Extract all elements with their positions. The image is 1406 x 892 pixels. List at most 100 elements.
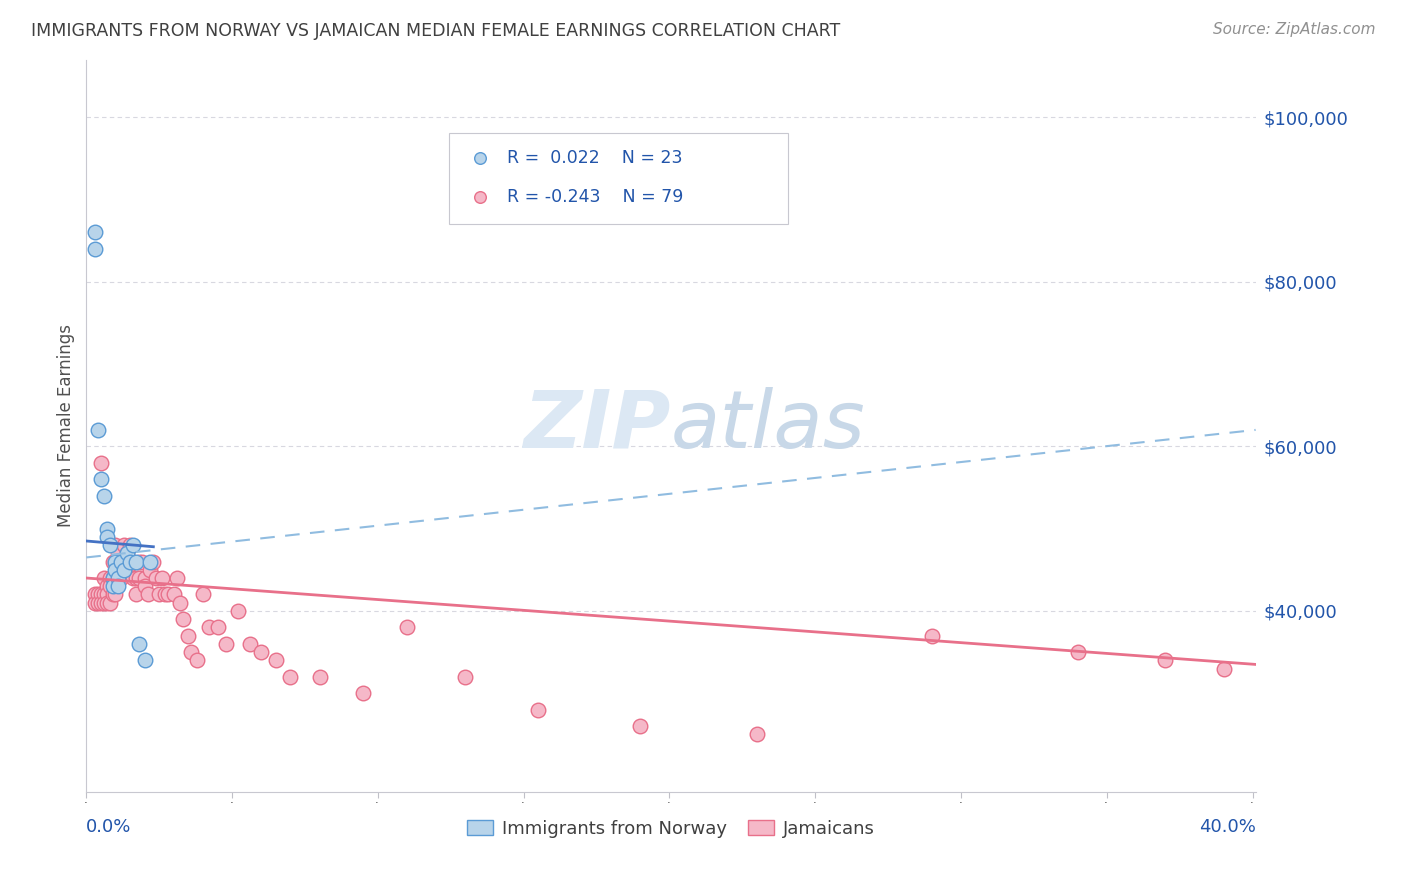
- Point: [150, 571, 173, 585]
- Point: [118, 538, 141, 552]
- Point: [166, 571, 188, 585]
- Point: [145, 571, 167, 585]
- Point: [93, 489, 115, 503]
- Point: [110, 563, 132, 577]
- Point: [352, 686, 374, 700]
- Point: [136, 587, 159, 601]
- Point: [139, 555, 162, 569]
- Point: [93, 587, 115, 601]
- Point: [131, 555, 153, 569]
- Point: [134, 571, 156, 585]
- Point: [1154, 653, 1177, 667]
- Point: [84, 587, 107, 601]
- Point: [104, 587, 127, 601]
- Point: [87, 587, 110, 601]
- Text: R =  0.022    N = 23: R = 0.022 N = 23: [508, 150, 683, 168]
- Point: [101, 571, 124, 585]
- Point: [180, 645, 202, 659]
- Point: [148, 587, 170, 601]
- Text: 40.0%: 40.0%: [1199, 818, 1256, 836]
- Point: [125, 571, 148, 585]
- Point: [156, 587, 179, 601]
- Text: ZIP: ZIP: [523, 387, 671, 465]
- Point: [107, 571, 129, 585]
- Point: [90, 456, 112, 470]
- Point: [125, 587, 148, 601]
- Point: [128, 637, 150, 651]
- Point: [169, 596, 191, 610]
- Point: [215, 637, 238, 651]
- Point: [207, 620, 229, 634]
- Point: [90, 587, 112, 601]
- Point: [84, 226, 107, 240]
- Point: [93, 571, 115, 585]
- Point: [125, 555, 148, 569]
- Text: atlas: atlas: [671, 387, 866, 465]
- Point: [98, 571, 121, 585]
- Point: [115, 563, 138, 577]
- Point: [122, 538, 145, 552]
- Point: [87, 423, 110, 437]
- Point: [96, 596, 118, 610]
- Point: [104, 538, 127, 552]
- Point: [107, 571, 129, 585]
- Point: [128, 571, 150, 585]
- FancyBboxPatch shape: [449, 133, 787, 225]
- Y-axis label: Median Female Earnings: Median Female Earnings: [58, 325, 75, 527]
- Point: [93, 596, 115, 610]
- Point: [112, 563, 135, 577]
- Point: [280, 670, 302, 684]
- Point: [98, 538, 121, 552]
- Point: [84, 596, 107, 610]
- Point: [110, 555, 132, 569]
- Point: [104, 555, 127, 569]
- Point: [112, 538, 135, 552]
- Point: [118, 555, 141, 569]
- Point: [1067, 645, 1090, 659]
- Point: [1212, 661, 1234, 675]
- Text: IMMIGRANTS FROM NORWAY VS JAMAICAN MEDIAN FEMALE EARNINGS CORRELATION CHART: IMMIGRANTS FROM NORWAY VS JAMAICAN MEDIA…: [31, 22, 841, 40]
- Point: [454, 670, 477, 684]
- Legend: Immigrants from Norway, Jamaicans: Immigrants from Norway, Jamaicans: [460, 813, 882, 846]
- Point: [110, 555, 132, 569]
- Point: [239, 637, 262, 651]
- Point: [98, 579, 121, 593]
- Point: [191, 587, 214, 601]
- Point: [112, 563, 135, 577]
- Point: [396, 620, 419, 634]
- Point: [163, 587, 186, 601]
- Point: [186, 653, 208, 667]
- Point: [96, 579, 118, 593]
- Point: [101, 555, 124, 569]
- Point: [250, 645, 273, 659]
- Point: [264, 653, 287, 667]
- Point: [172, 612, 194, 626]
- Text: Source: ZipAtlas.com: Source: ZipAtlas.com: [1212, 22, 1375, 37]
- Point: [153, 587, 176, 601]
- Point: [745, 727, 768, 741]
- Point: [96, 530, 118, 544]
- Point: [527, 703, 550, 717]
- Point: [115, 546, 138, 560]
- Point: [101, 571, 124, 585]
- Point: [98, 596, 121, 610]
- Point: [104, 555, 127, 569]
- Text: 0.0%: 0.0%: [86, 818, 132, 836]
- Point: [107, 579, 129, 593]
- Point: [107, 546, 129, 560]
- Point: [308, 670, 330, 684]
- Point: [122, 555, 145, 569]
- Point: [128, 555, 150, 569]
- Point: [101, 579, 124, 593]
- Point: [90, 472, 112, 486]
- Point: [110, 571, 132, 585]
- Point: [104, 571, 127, 585]
- Point: [122, 571, 145, 585]
- Point: [101, 587, 124, 601]
- Point: [142, 555, 165, 569]
- Point: [226, 604, 249, 618]
- Point: [628, 719, 651, 733]
- Point: [87, 596, 110, 610]
- Point: [104, 563, 127, 577]
- Point: [139, 563, 162, 577]
